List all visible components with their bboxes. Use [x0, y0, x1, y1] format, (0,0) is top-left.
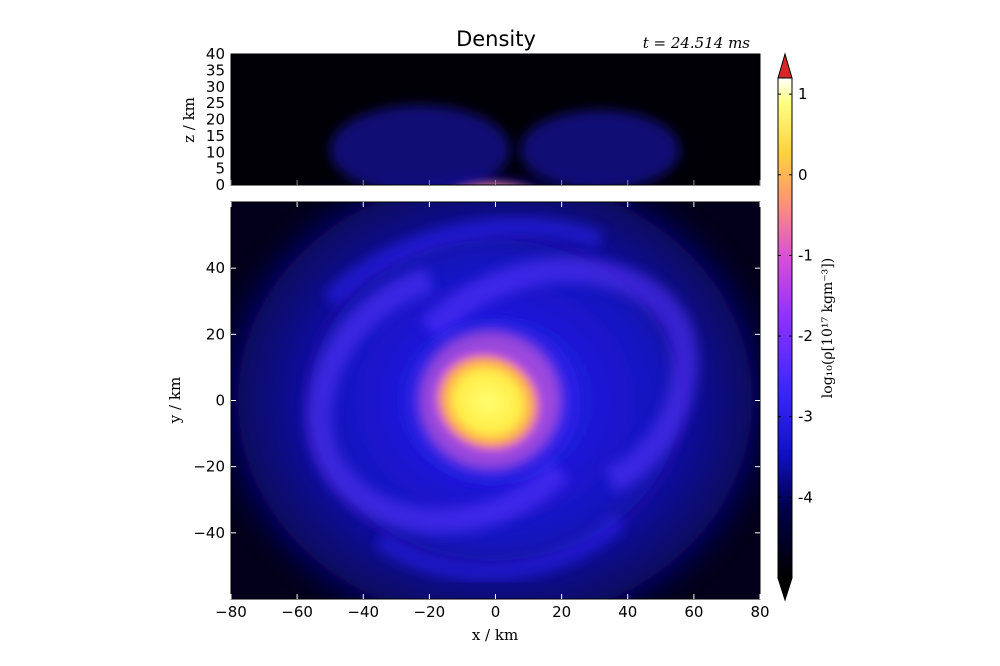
- equatorial-ylabel: y / km: [166, 377, 184, 424]
- colorbar-tick-label: -2: [798, 327, 813, 345]
- side-view-ytick-label: 20: [206, 111, 225, 129]
- side-view-ytick-label: 25: [206, 94, 225, 112]
- equatorial-xtick-label: −80: [215, 603, 247, 621]
- equatorial-xtick-label: 40: [618, 603, 637, 621]
- equatorial-xtick-label: 20: [552, 603, 571, 621]
- colorbar-under-arrow: [777, 577, 793, 602]
- equatorial-xtick-label: 0: [491, 603, 501, 621]
- side-view-ytick-label: 0: [215, 176, 225, 194]
- side-view-ytick-label: 35: [206, 61, 225, 79]
- colorbar: [777, 77, 793, 579]
- colorbar-tick-label: -1: [798, 246, 813, 264]
- chart-title: Density: [456, 27, 536, 51]
- equatorial-xtick-label: 60: [684, 603, 703, 621]
- equatorial-ytick-label: 40: [206, 259, 225, 277]
- side-view-ylabel: z / km: [180, 97, 198, 143]
- colorbar-label: log₁₀(ρ[10¹⁷ kgm⁻³]): [820, 258, 836, 398]
- equatorial-xtick-label: −60: [281, 603, 313, 621]
- colorbar-tick-label: -3: [798, 408, 813, 426]
- side-view-ytick-label: 15: [206, 127, 225, 145]
- side-view-ytick-label: 40: [206, 45, 225, 63]
- side-view-heatmap: [231, 54, 760, 185]
- equatorial-xlabel: x / km: [472, 626, 518, 644]
- equatorial-ytick-label: −20: [193, 458, 225, 476]
- time-label: t = 24.514 ms: [643, 34, 751, 52]
- colorbar-gradient: [778, 78, 792, 578]
- equatorial-xtick-label: −40: [347, 603, 379, 621]
- side-view-ytick-label: 5: [215, 160, 225, 178]
- equatorial-heatmap: [231, 202, 760, 599]
- colorbar-tick-label: 0: [798, 166, 808, 184]
- equatorial-ytick-label: 0: [215, 392, 225, 410]
- equatorial-xtick-label: 80: [750, 603, 769, 621]
- colorbar-over-arrow: [777, 52, 793, 79]
- colorbar-tick-label: 1: [798, 85, 808, 103]
- equatorial-panel: [230, 201, 761, 600]
- equatorial-xtick-label: −20: [414, 603, 446, 621]
- equatorial-ytick-label: 20: [206, 325, 225, 343]
- side-view-ytick-label: 30: [206, 78, 225, 96]
- side-view-ytick-label: 10: [206, 143, 225, 161]
- equatorial-ytick-label: −40: [193, 524, 225, 542]
- colorbar-tick-label: -4: [798, 488, 813, 506]
